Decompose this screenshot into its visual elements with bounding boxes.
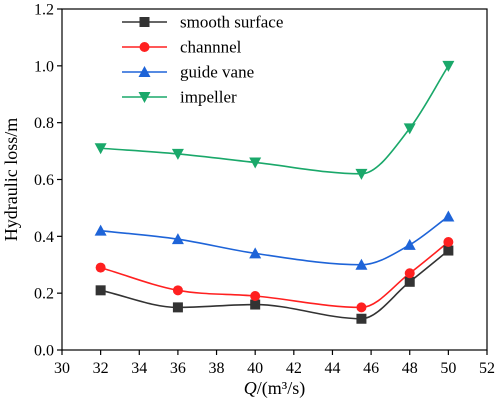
y-tick-label: 0.4 <box>34 229 54 246</box>
data-point-3-4 <box>403 123 416 135</box>
data-point-0-4 <box>404 276 415 287</box>
x-tick-label: 38 <box>209 360 225 377</box>
y-axis-title: Hydraulic loss/m <box>1 118 21 242</box>
data-point-2-4 <box>403 238 416 250</box>
data-point-2-3 <box>355 258 368 270</box>
data-point-1-5 <box>443 237 454 248</box>
data-point-0-1 <box>172 302 183 313</box>
legend-marker-1 <box>139 42 150 52</box>
x-tick-label: 40 <box>247 360 263 377</box>
legend-label-1: channnel <box>180 38 242 57</box>
y-tick-label: 1.0 <box>34 58 54 75</box>
x-tick-label: 32 <box>93 360 109 377</box>
data-point-3-3 <box>355 168 368 180</box>
curves-layer <box>100 65 450 320</box>
data-point-0-0 <box>95 285 106 296</box>
data-point-1-4 <box>404 268 415 279</box>
y-tick-label: 0.6 <box>34 172 54 189</box>
series-line-2 <box>100 215 449 266</box>
x-tick-label: 36 <box>170 360 186 377</box>
data-point-2-0 <box>94 224 107 236</box>
data-point-1-2 <box>250 291 261 302</box>
legend-marker-0 <box>139 17 150 27</box>
legend: smooth surface channnel guide vane impeller <box>122 13 283 107</box>
data-point-3-0 <box>94 143 107 155</box>
data-point-0-5 <box>443 245 454 256</box>
x-tick-label: 52 <box>479 360 495 377</box>
data-point-2-1 <box>171 233 184 245</box>
data-point-2-2 <box>249 247 262 259</box>
legend-marker-2 <box>138 66 151 77</box>
series-line-3 <box>100 65 450 175</box>
data-point-1-3 <box>356 302 367 313</box>
data-point-3-1 <box>171 148 184 160</box>
x-tick-label: 42 <box>286 360 302 377</box>
data-point-1-0 <box>95 262 106 273</box>
data-point-0-2 <box>250 299 261 310</box>
x-tick-label: 30 <box>54 360 70 377</box>
y-tick-label: 0.8 <box>34 115 54 132</box>
y-tick-label: 0.2 <box>34 286 54 303</box>
x-tick-label: 34 <box>131 360 147 377</box>
data-point-1-1 <box>172 285 183 296</box>
data-point-3-5 <box>442 60 455 72</box>
y-tick-label: 1.2 <box>34 2 54 19</box>
axis-titles: Q/(m³/s) Hydraulic loss/m <box>1 118 305 399</box>
ticks-layer: 30 32 34 36 38 40 42 44 46 48 50 52 0.0 0.2 0.4 0.6 0.8 1… <box>34 2 495 378</box>
legend-label-0: smooth surface <box>180 13 283 32</box>
data-point-2-5 <box>442 210 455 222</box>
legend-label-2: guide vane <box>180 63 254 82</box>
x-tick-label: 46 <box>363 360 379 377</box>
x-tick-label: 44 <box>324 360 340 377</box>
data-point-0-3 <box>356 313 367 324</box>
legend-marker-3 <box>138 92 151 103</box>
x-tick-label: 50 <box>440 360 456 377</box>
markers-layer <box>94 60 455 324</box>
legend-label-3: impeller <box>180 88 237 107</box>
x-axis-title: Q/(m³/s) <box>244 378 305 399</box>
y-tick-label: 0.0 <box>34 343 54 360</box>
data-point-3-2 <box>249 157 262 169</box>
x-tick-label: 48 <box>402 360 418 377</box>
